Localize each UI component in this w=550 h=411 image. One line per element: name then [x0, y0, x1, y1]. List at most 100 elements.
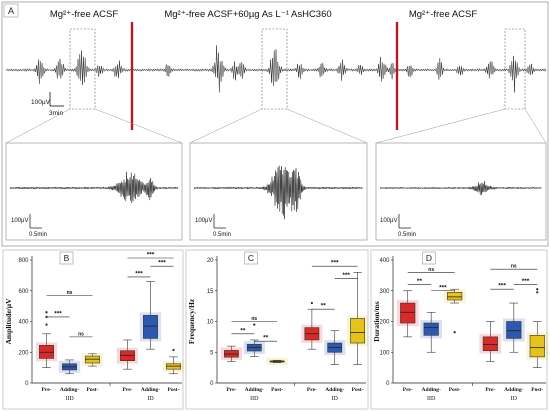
y-tick-label: 200 — [18, 350, 29, 356]
significance-label: ns — [511, 264, 517, 270]
category-label: Post- — [271, 387, 283, 393]
panel-letter-box — [422, 251, 436, 265]
outlier-point — [45, 311, 48, 314]
main-scale-time: 3min — [49, 110, 63, 117]
panel-letter: B — [64, 253, 70, 263]
category-label: Pre- — [403, 387, 413, 393]
significance-label: ** — [417, 278, 423, 285]
y-tick-label: 0 — [25, 381, 29, 387]
group-label: ID — [332, 396, 339, 402]
category-label: Pre- — [123, 387, 133, 393]
zoom-box-3 — [375, 142, 547, 241]
zoom-scale-amp: 100µV — [195, 218, 212, 224]
significance-label: ** — [240, 327, 246, 334]
category-label: Post- — [531, 387, 543, 393]
category-label: Adding- — [141, 387, 160, 393]
zoom-scale-amp: 100µV — [11, 218, 28, 224]
box-iid-post — [443, 288, 466, 334]
connector — [524, 108, 547, 144]
condition-label-3: Mg²⁺-free ACSF — [409, 9, 478, 20]
category-label: Adding- — [422, 387, 441, 393]
zoom-window-3 — [504, 28, 526, 110]
category-label: Post- — [87, 387, 99, 393]
category-label: Post- — [352, 387, 364, 393]
significance-label: *** — [147, 252, 155, 259]
box-iid-pre — [220, 345, 243, 362]
box-id-post — [526, 288, 549, 368]
box-id-pre — [116, 339, 139, 370]
group-label: ID — [147, 396, 154, 402]
box-iid-post — [266, 357, 288, 366]
zoom-box-1 — [5, 142, 183, 241]
category-label: Pre- — [485, 387, 495, 393]
connector — [189, 108, 263, 144]
category-label: Pre- — [226, 387, 236, 393]
y-tick-label: 400 — [18, 320, 29, 326]
box-iid-adding — [58, 359, 81, 375]
zoom-scale-time: 0.5min — [398, 232, 416, 238]
group-label: IID — [250, 396, 259, 402]
connector — [5, 108, 71, 144]
box-iid-adding — [243, 323, 265, 357]
zoom-scale-3: 100µV 0.5min — [380, 214, 416, 238]
zoom-window-2 — [261, 28, 288, 110]
main-scale-amp: 100µV — [31, 99, 51, 106]
y-tick-label: 300 — [379, 289, 390, 295]
panel-letter-box — [244, 251, 258, 265]
significance-label: ns — [428, 267, 434, 273]
condition-label-2: Mg²⁺-free ACSF+60µg As L⁻¹ AsHC360 — [164, 9, 331, 20]
category-label: Adding- — [60, 387, 79, 393]
y-tick-label: 100 — [379, 350, 390, 356]
panel-letter: D — [426, 253, 432, 263]
significance-label: *** — [522, 278, 530, 285]
significance-label: *** — [498, 283, 506, 290]
significance-label: *** — [331, 260, 339, 267]
y-tick-label: 400 — [379, 258, 390, 264]
y-axis-label: Duration/ms — [372, 301, 381, 342]
box-id-adding — [324, 330, 346, 365]
box-iid-pre — [396, 290, 419, 338]
zoom-scale-time: 0.5min — [213, 232, 231, 238]
category-label: Post- — [168, 387, 180, 393]
box-id-adding — [502, 302, 525, 353]
outlier-point — [172, 348, 175, 352]
y-tick-label: 5 — [210, 350, 214, 356]
y-tick-label: 0 — [386, 381, 390, 387]
panel-letter: C — [248, 253, 254, 263]
y-tick-label: 200 — [379, 320, 390, 326]
outlier-point — [536, 288, 539, 291]
category-label: Post- — [449, 387, 461, 393]
zoom-scale-amp: 100µV — [380, 218, 397, 224]
panel-frame — [2, 249, 184, 410]
significance-label: *** — [439, 284, 447, 291]
significance-label: *** — [158, 260, 166, 267]
category-label: Pre- — [307, 387, 317, 393]
panel-a-letter-box — [3, 3, 19, 18]
y-tick-label: 0 — [210, 381, 214, 387]
significance-label: ns — [251, 316, 257, 322]
significance-label: *** — [342, 272, 350, 279]
significance-label: *** — [54, 310, 62, 317]
box-id-post — [346, 271, 369, 365]
outlier-point — [253, 323, 256, 326]
outlier-point — [45, 323, 48, 326]
category-label: Pre- — [42, 387, 52, 393]
connector — [375, 108, 506, 144]
boxplot-panel-d: D 0 100 200 300 400 Duration/ms Pre- Adding- Post… — [370, 249, 549, 410]
outlier-point — [536, 291, 539, 294]
zoom-scale-1: 100µV 0.5min — [11, 214, 47, 238]
group-label: ID — [511, 396, 518, 402]
zoom-traces — [9, 165, 542, 220]
outlier-point — [310, 301, 313, 305]
y-tick-label: 600 — [18, 289, 29, 295]
group-label: IID — [65, 396, 74, 402]
main-eeg-trace — [5, 45, 547, 93]
connector — [286, 108, 368, 144]
category-label: Adding- — [504, 387, 523, 393]
y-tick-label: 800 — [18, 258, 29, 264]
significance-label: ns — [78, 331, 84, 337]
y-tick-label: 10 — [207, 320, 214, 326]
panel-frame — [185, 249, 369, 410]
